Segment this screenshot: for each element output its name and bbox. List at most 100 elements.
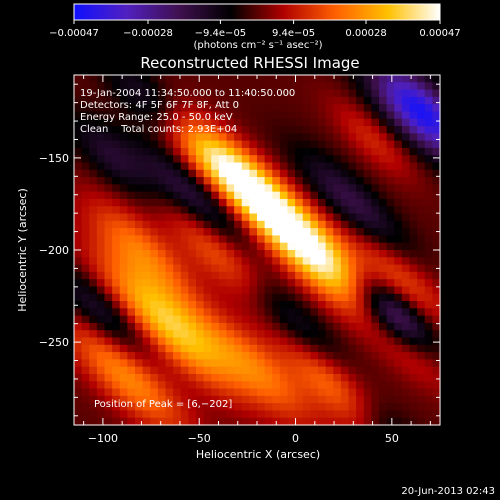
heatmap-cell	[394, 133, 403, 142]
heatmap-cell	[203, 279, 212, 288]
heatmap-cell	[333, 75, 342, 83]
heatmap-cell	[363, 293, 372, 302]
heatmap-cell	[302, 177, 311, 185]
heatmap-cell	[104, 395, 113, 404]
heatmap-cell	[119, 235, 128, 244]
heatmap-cell	[196, 184, 205, 193]
heatmap-cell	[432, 184, 441, 193]
heatmap-cell	[340, 118, 350, 127]
heatmap-cell	[272, 322, 281, 331]
heatmap-cell	[279, 381, 289, 390]
heatmap-cell	[249, 82, 258, 91]
heatmap-cell	[318, 403, 327, 412]
heatmap-cell	[180, 257, 189, 266]
heatmap-cell	[432, 147, 441, 156]
heatmap-cell	[196, 111, 205, 120]
heatmap-cell	[165, 126, 174, 134]
heatmap-cell	[119, 359, 128, 368]
heatmap-cell	[257, 184, 266, 193]
heatmap-cell	[157, 330, 167, 339]
heatmap-cell	[340, 82, 350, 91]
heatmap-cell	[180, 75, 189, 83]
heatmap-cell	[417, 220, 426, 229]
heatmap-cell	[74, 330, 83, 339]
heatmap-cell	[196, 322, 205, 331]
heatmap-cell	[157, 104, 167, 113]
heatmap-cell	[249, 220, 258, 229]
heatmap-cell	[302, 155, 311, 164]
heatmap-cell	[89, 228, 98, 237]
heatmap-cell	[127, 126, 136, 134]
heatmap-cell	[272, 395, 281, 404]
heatmap-cell	[142, 75, 151, 83]
heatmap-cell	[234, 104, 243, 113]
heatmap-cell	[318, 235, 327, 244]
heatmap-cell	[386, 403, 395, 412]
heatmap-cell	[173, 162, 182, 171]
heatmap-cell	[74, 206, 83, 215]
heatmap-cell	[180, 279, 189, 288]
heatmap-cell	[302, 410, 311, 419]
heatmap-cell	[119, 213, 128, 222]
heatmap-cell	[356, 337, 365, 346]
heatmap-cell	[74, 344, 83, 353]
heatmap-cell	[119, 242, 128, 251]
heatmap-cell	[173, 330, 182, 339]
heatmap-cell	[356, 126, 365, 134]
heatmap-cell	[401, 133, 411, 142]
heatmap-cell	[135, 373, 144, 382]
heatmap-cell	[196, 75, 205, 83]
heatmap-cell	[234, 133, 243, 142]
heatmap-cell	[394, 198, 403, 207]
heatmap-cell	[188, 82, 197, 91]
heatmap-cell	[363, 89, 372, 98]
heatmap-cell	[287, 177, 296, 185]
heatmap-cell	[432, 395, 441, 404]
heatmap-cell	[89, 82, 98, 91]
heatmap-cell	[234, 264, 243, 273]
heatmap-cell	[401, 75, 411, 83]
heatmap-cell	[363, 410, 372, 419]
heatmap-cell	[417, 301, 426, 309]
heatmap-cell	[401, 403, 411, 412]
heatmap-cell	[409, 118, 418, 127]
heatmap-cell	[325, 235, 334, 244]
heatmap-cell	[165, 82, 174, 91]
heatmap-cell	[363, 147, 372, 156]
heatmap-cell	[340, 162, 350, 171]
heatmap-cell	[249, 118, 258, 127]
heatmap-cell	[241, 271, 250, 280]
heatmap-cell	[310, 373, 319, 382]
heatmap-cell	[234, 140, 243, 149]
heatmap-cell	[180, 395, 189, 404]
heatmap-cell	[135, 250, 144, 258]
heatmap-cell	[165, 198, 174, 207]
heatmap-cell	[325, 395, 334, 404]
heatmap-cell	[165, 395, 174, 404]
heatmap-cell	[112, 242, 121, 251]
heatmap-cell	[295, 213, 304, 222]
heatmap-cell	[264, 417, 273, 426]
heatmap-cell	[356, 184, 365, 193]
heatmap-cell	[401, 82, 411, 91]
heatmap-cell	[409, 162, 418, 171]
heatmap-cell	[203, 126, 212, 134]
heatmap-cell	[96, 257, 106, 266]
heatmap-cell	[249, 286, 258, 295]
heatmap-cell	[96, 366, 106, 375]
heatmap-cell	[325, 213, 334, 222]
heatmap-cell	[249, 213, 258, 222]
heatmap-cell	[371, 373, 380, 382]
heatmap-cell	[279, 257, 289, 266]
heatmap-cell	[218, 352, 228, 360]
heatmap-cell	[394, 191, 403, 200]
heatmap-cell	[234, 184, 243, 193]
colorbar-ticks: −0.00047 −0.00028 −9.4e−05 9.4e−05 0.00028 0.…	[49, 20, 461, 39]
heatmap-cell	[226, 286, 235, 295]
heatmap-cell	[104, 96, 113, 105]
heatmap-cell	[104, 322, 113, 331]
heatmap-cell	[127, 118, 136, 127]
heatmap-cell	[96, 337, 106, 346]
heatmap-cell	[211, 344, 220, 353]
heatmap-cell	[241, 293, 250, 302]
